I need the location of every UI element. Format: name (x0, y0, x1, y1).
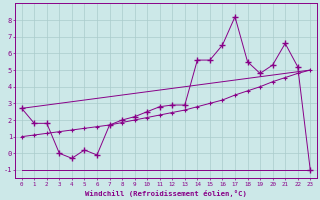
X-axis label: Windchill (Refroidissement éolien,°C): Windchill (Refroidissement éolien,°C) (85, 190, 247, 197)
